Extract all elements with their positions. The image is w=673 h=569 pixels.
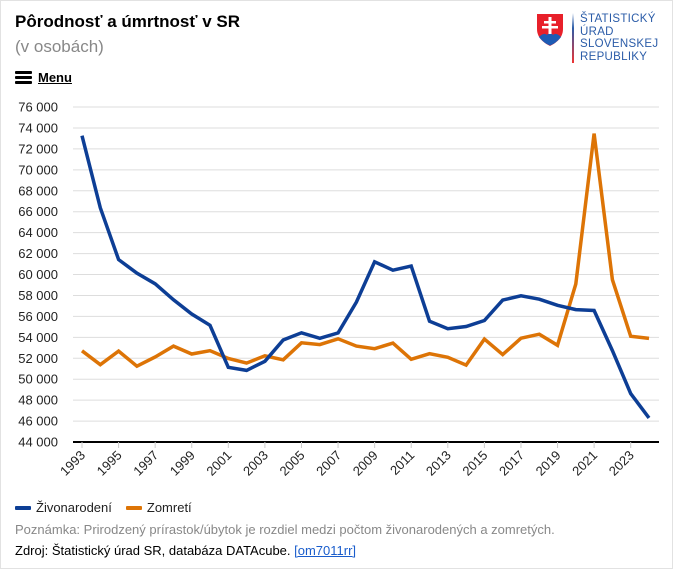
logo-line: REPUBLIKY	[580, 50, 648, 63]
source-text: Zdroj: Štatistický úrad SR, databáza DAT…	[15, 543, 295, 558]
y-tick-label: 50 000	[18, 372, 58, 387]
x-tick-label: 2017	[496, 448, 527, 479]
y-tick-label: 68 000	[18, 183, 58, 198]
y-tick-label: 58 000	[18, 288, 58, 303]
logo-line: ÚRAD	[580, 25, 614, 38]
x-tick-label: 2019	[533, 448, 564, 479]
y-tick-label: 66 000	[18, 204, 58, 219]
source-link[interactable]: [om7011rr]	[294, 543, 357, 558]
y-tick-label: 74 000	[18, 120, 58, 135]
legend-label-deaths: Zomretí	[146, 500, 192, 515]
y-axis-ticks: 44 000 46 000 48 000 50 000 52 000 54 000 56 0…	[18, 100, 58, 450]
y-tick-label: 52 000	[18, 351, 58, 366]
logo-line: ŠTATISTICKÝ	[580, 13, 656, 25]
x-tick-label: 2013	[423, 448, 454, 479]
x-tick-label: 2005	[277, 448, 308, 479]
y-tick-label: 76 000	[18, 100, 58, 115]
x-tick-label: 1999	[167, 448, 198, 479]
x-tick-label: 1993	[57, 448, 88, 479]
source-line: Zdroj: Štatistický úrad SR, databáza DAT…	[15, 543, 356, 558]
gridlines	[73, 106, 659, 422]
legend-item-births[interactable]: Živonarodení	[15, 500, 112, 515]
menu-button[interactable]: Menu	[15, 70, 72, 85]
legend-label-births: Živonarodení	[36, 500, 112, 515]
x-tick-label: 2003	[240, 448, 271, 479]
y-tick-label: 62 000	[18, 246, 58, 261]
chart-title: Pôrodnosť a úmrtnosť v SR	[15, 12, 241, 31]
y-tick-label: 48 000	[18, 393, 58, 408]
y-tick-label: 56 000	[18, 309, 58, 324]
x-tick-label: 2001	[203, 448, 234, 479]
y-tick-label: 54 000	[18, 330, 58, 345]
x-tick-label: 2015	[459, 448, 490, 479]
y-tick-label: 64 000	[18, 225, 58, 240]
series-line-births[interactable]	[80, 135, 651, 419]
logo: ŠTATISTICKÝ ÚRAD SLOVENSKEJ REPUBLIKY	[536, 13, 658, 63]
coat-of-arms-icon	[537, 14, 563, 46]
footnote: Poznámka: Prirodzený prírastok/úbytok je…	[15, 522, 555, 537]
menu-label: Menu	[38, 70, 72, 85]
y-tick-label: 44 000	[18, 435, 58, 450]
logo-separator	[572, 13, 574, 63]
series-lines	[80, 133, 651, 419]
logo-text: ŠTATISTICKÝ ÚRAD SLOVENSKEJ REPUBLIKY	[580, 13, 658, 63]
legend-swatch-births	[15, 505, 31, 510]
x-tick-label: 2021	[569, 448, 600, 479]
x-axis: 1993 1995 1997 1999 2001 2003 2005 2007 2009 2011…	[57, 441, 659, 479]
logo-line: SLOVENSKEJ	[580, 38, 659, 50]
y-tick-label: 60 000	[18, 267, 58, 282]
y-tick-label: 46 000	[18, 414, 58, 429]
chart-subtitle: (v osobách)	[15, 37, 104, 56]
x-tick-label: 1995	[94, 448, 125, 479]
hamburger-icon	[15, 71, 32, 84]
line-chart: 44 000 46 000 48 000 50 000 52 000 54 000 56 0…	[18, 100, 659, 479]
series-line-deaths[interactable]	[80, 133, 650, 369]
x-tick-label: 2023	[606, 448, 637, 479]
legend-swatch-deaths	[125, 505, 142, 510]
x-tick-label: 2011	[387, 448, 417, 478]
legend-item-deaths[interactable]: Zomretí	[125, 500, 192, 515]
y-tick-label: 70 000	[18, 162, 58, 177]
y-tick-label: 72 000	[18, 141, 58, 156]
x-tick-label: 2009	[350, 448, 381, 479]
x-tick-label: 1997	[130, 448, 161, 479]
legend: Živonarodení Zomretí	[15, 500, 192, 515]
x-tick-label: 2007	[313, 448, 344, 479]
